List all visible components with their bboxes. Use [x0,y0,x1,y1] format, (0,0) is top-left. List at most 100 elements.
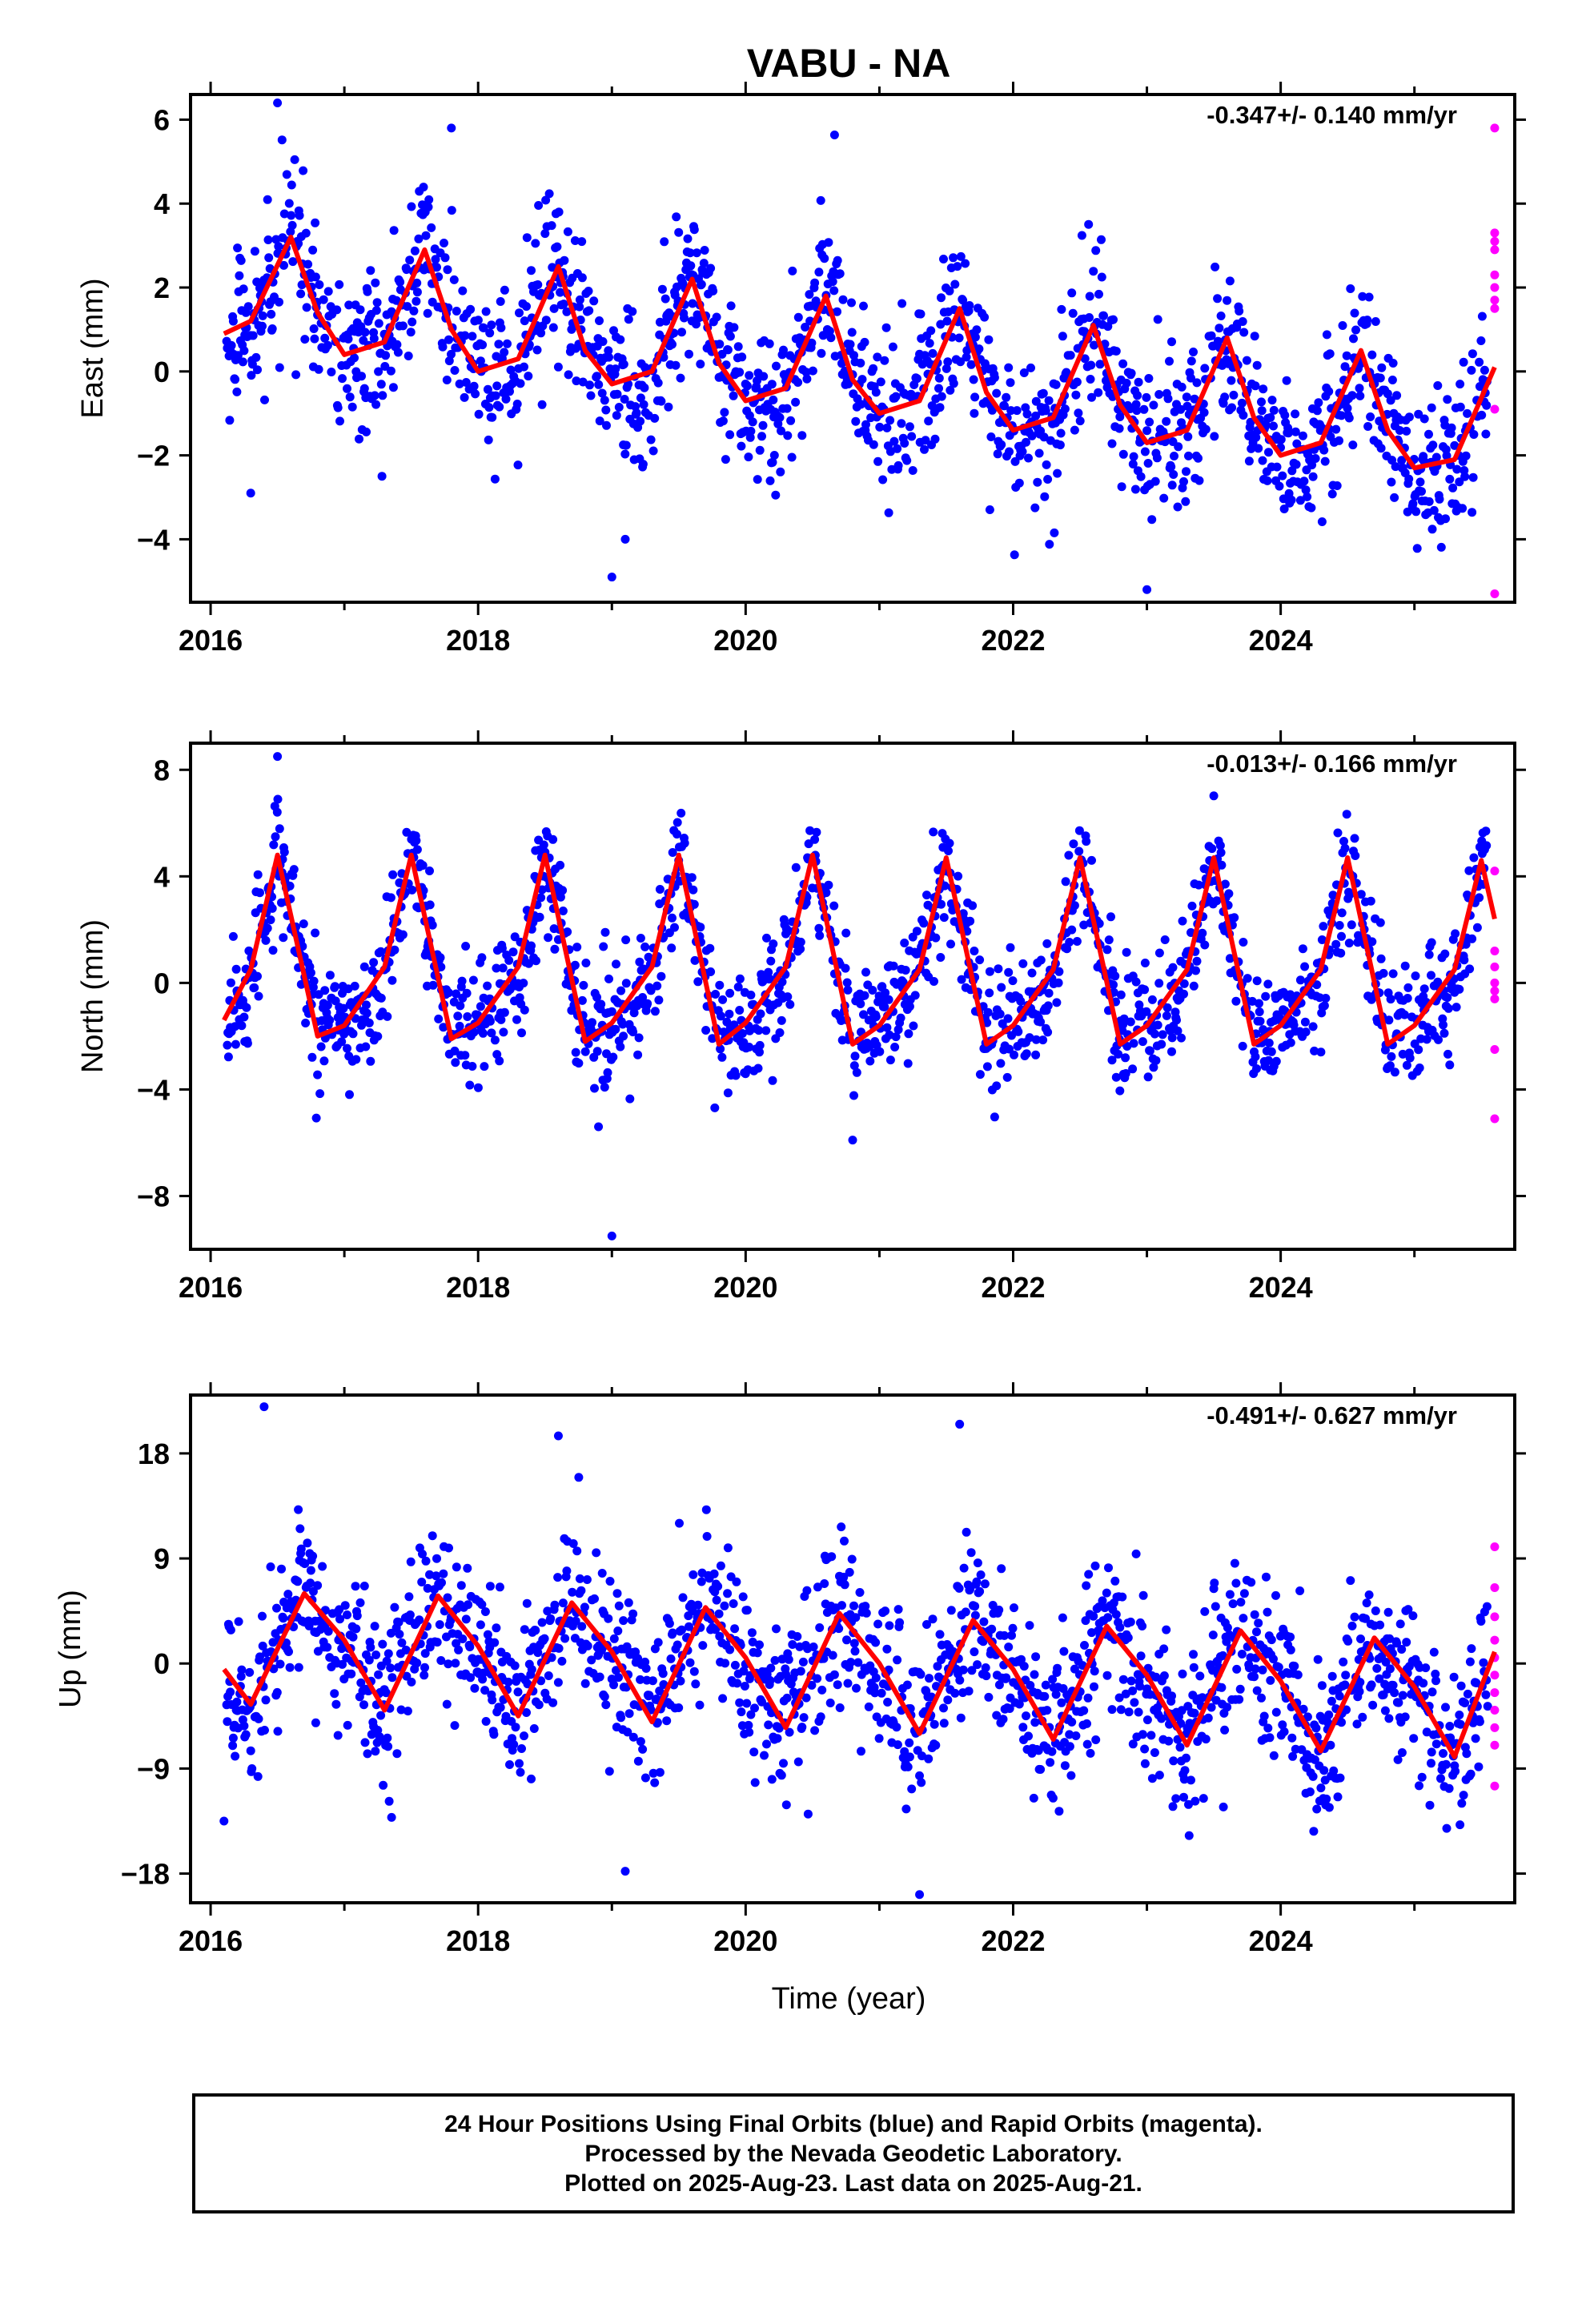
x-tick-label: 2024 [1249,1271,1313,1304]
data-point [869,364,878,373]
data-point [893,1655,902,1665]
y-tick-label: 6 [154,103,170,136]
data-point [1390,1068,1399,1077]
data-point [1445,474,1455,484]
data-point [735,368,745,377]
data-point [733,983,743,991]
data-point [1136,472,1146,481]
data-point [562,1566,572,1576]
data-point [356,1678,366,1687]
data-point [1383,1607,1393,1617]
data-point [990,1112,999,1122]
data-point [1355,1678,1365,1687]
data-point [512,400,522,408]
data-point [689,225,699,235]
data-point [1443,1049,1452,1059]
outlier-point [620,534,630,544]
data-point [1080,354,1090,364]
data-point [1269,1655,1278,1664]
data-point [1337,931,1346,941]
data-point [559,300,568,309]
data-point [802,1586,812,1595]
data-point [1169,470,1178,479]
data-point [1481,826,1491,836]
data-point [907,1784,917,1794]
data-point [1128,1064,1138,1074]
data-point [350,981,359,991]
data-point [744,452,753,462]
data-point [1135,1682,1145,1691]
data-point [1255,999,1263,1008]
data-point [961,1607,970,1617]
data-point [1480,365,1489,375]
data-point [1475,357,1484,367]
data-point [820,1579,829,1588]
data-point [527,1665,536,1675]
data-point [1346,284,1355,293]
data-point [710,1103,720,1112]
data-point [1293,1670,1303,1679]
data-point [228,316,238,326]
data-point [592,1047,602,1056]
data-point [672,212,681,222]
data-point [1335,436,1343,445]
data-point [522,302,531,312]
data-point [1067,925,1077,935]
data-point [1235,1695,1244,1704]
data-point [946,385,955,395]
data-point [1099,311,1108,320]
data-point [1097,235,1106,244]
data-point [500,1007,509,1017]
data-point [905,1752,914,1762]
data-point [402,1671,412,1681]
data-point [668,913,677,923]
data-point [678,1593,688,1602]
data-point [1417,1772,1427,1782]
data-point [985,967,994,976]
data-point [1351,851,1360,860]
data-point [226,1687,235,1697]
data-point [611,364,620,374]
data-point [492,1623,501,1633]
data-point [1252,360,1262,370]
data-point [347,402,357,412]
data-point [228,1733,238,1743]
data-point [1180,1766,1190,1775]
data-point [810,834,820,844]
data-point [683,234,693,243]
data-point [1175,1743,1185,1752]
data-point [1051,380,1061,389]
data-point [992,1081,1002,1091]
data-point [1459,357,1468,367]
data-point [575,302,584,312]
data-point [323,340,332,350]
data-point [307,1052,317,1062]
data-point [1207,844,1217,854]
data-point [1184,451,1193,460]
data-point [985,988,994,998]
data-point [814,267,824,277]
data-point [1115,412,1125,421]
data-point [479,324,488,332]
data-point [1404,412,1414,422]
data-point [390,945,400,955]
data-point [1252,1627,1261,1637]
data-point [1391,462,1400,472]
data-point [1107,1055,1117,1065]
x-tick-label: 2020 [713,1924,777,1957]
data-point [330,982,339,991]
data-point [519,979,528,988]
data-point [845,340,855,349]
data-point [1182,401,1192,411]
data-point [917,1778,926,1787]
data-point [437,1578,446,1587]
data-point [1395,1619,1405,1629]
data-point [1182,392,1191,402]
rapid-orbit-point [1490,1781,1500,1791]
data-point [300,335,310,344]
data-point [1216,312,1226,320]
data-point [1397,1748,1407,1757]
data-point [919,919,929,928]
data-point [997,440,1006,449]
data-point [737,1029,747,1038]
